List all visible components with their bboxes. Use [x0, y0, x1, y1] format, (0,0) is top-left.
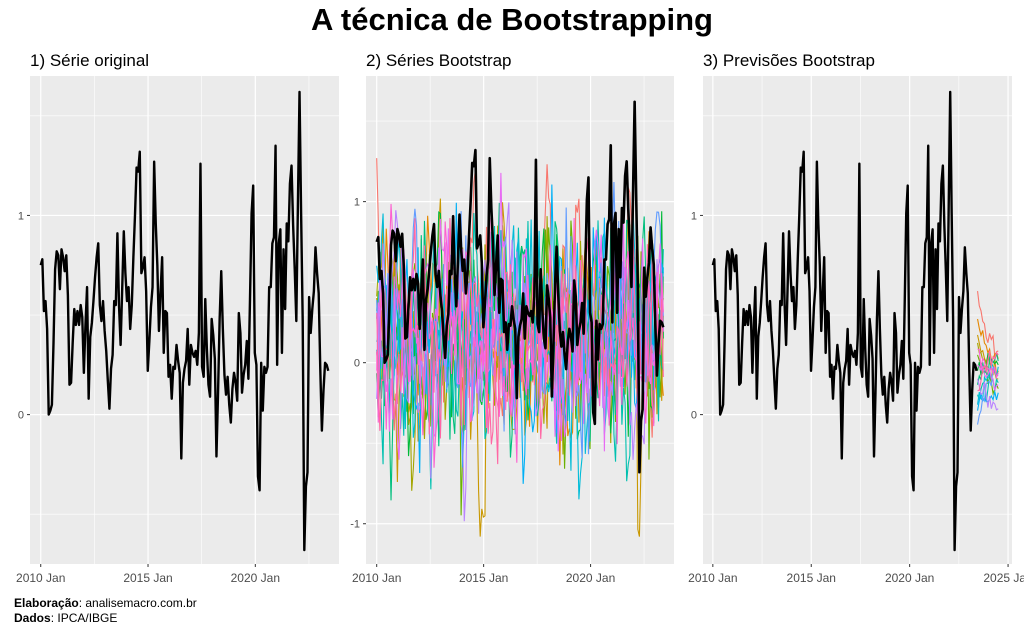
forecast-line: [977, 378, 999, 411]
x-tick-label: 2020 Jan: [885, 571, 934, 585]
forecast-line: [977, 348, 999, 380]
panel-2-title: 2) Séries Bootstrap: [366, 51, 512, 70]
caption-dados-label: Dados: [14, 611, 51, 625]
panel-3: 3) Previsões Bootstrap 0 1 2010 Jan 2015 Jan…: [688, 51, 1024, 585]
caption-elaboracao-value: : analisemacro.com.br: [78, 596, 197, 610]
y-tick-label: 0: [18, 410, 24, 422]
forecast-line: [977, 366, 999, 425]
y-tick-label: 1: [18, 210, 24, 222]
forecast-line: [977, 364, 999, 391]
forecast-line: [977, 350, 999, 392]
y-tick-label: 0: [691, 410, 697, 422]
plot-area: [711, 90, 999, 552]
caption-dados-value: : IPCA/IBGE: [50, 611, 118, 625]
y-tick-label: 1: [691, 210, 697, 222]
panel-1-title: 1) Série original: [30, 51, 149, 70]
x-tick-label: 2015 Jan: [123, 571, 172, 585]
y-tick-label: 0: [354, 358, 360, 370]
panel-1: 1) Série original 0 1 2010 Jan 2015 Jan 2020 …: [16, 51, 339, 585]
x-tick-label: 2020 Jan: [566, 571, 615, 585]
x-tick-label: 2010 Jan: [688, 571, 737, 585]
x-tick-label: 2025 Jan: [983, 571, 1024, 585]
original-series-line: [39, 90, 330, 552]
forecast-line: [977, 318, 999, 362]
panel-3-title: 3) Previsões Bootstrap: [703, 51, 875, 70]
plot-area: [39, 90, 330, 552]
original-series-line: [711, 90, 978, 552]
page-title: A técnica de Bootstrapping: [311, 2, 713, 37]
panel-2: 2) Séries Bootstrap -1 0 1 2010 Jan 2015 Jan 2…: [350, 51, 674, 585]
forecast-line: [977, 373, 999, 403]
plot-area: [375, 100, 665, 537]
y-tick-label: -1: [350, 519, 360, 531]
original-series-line: [375, 100, 665, 474]
y-tick-label: 1: [354, 197, 360, 209]
caption-dados: Dados: IPCA/IBGE: [14, 611, 117, 625]
x-tick-label: 2010 Jan: [352, 571, 401, 585]
caption-elaboracao: Elaboração: analisemacro.com.br: [14, 596, 197, 610]
x-tick-label: 2015 Jan: [459, 571, 508, 585]
x-tick-label: 2015 Jan: [787, 571, 836, 585]
caption-elaboracao-label: Elaboração: [14, 596, 79, 610]
x-tick-label: 2020 Jan: [231, 571, 280, 585]
x-tick-label: 2010 Jan: [16, 571, 65, 585]
bootstrap-series-line: [376, 218, 664, 465]
